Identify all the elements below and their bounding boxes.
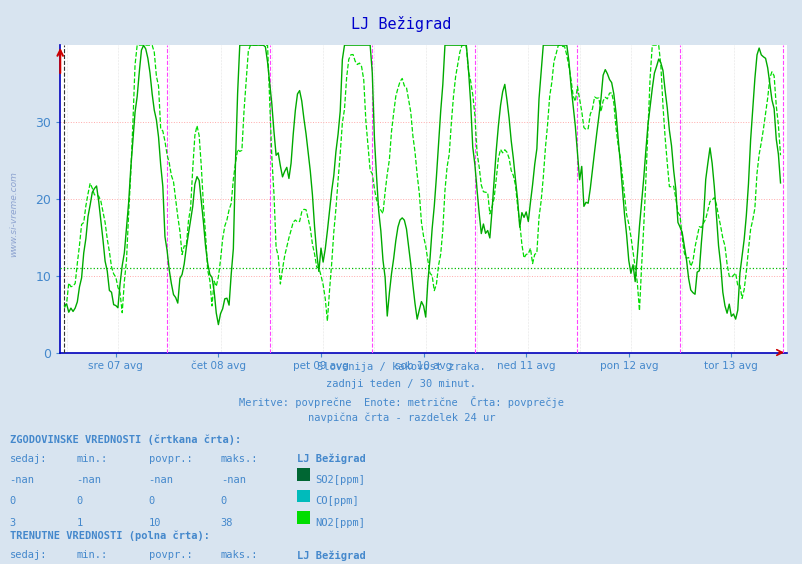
Text: 0: 0 [10,496,16,506]
Text: maks.:: maks.: [221,453,258,464]
Text: Meritve: povprečne  Enote: metrične  Črta: povprečje: Meritve: povprečne Enote: metrične Črta:… [239,396,563,408]
Text: min.:: min.: [76,550,107,560]
Text: 10: 10 [148,518,161,528]
Text: www.si-vreme.com: www.si-vreme.com [10,171,18,257]
Text: LJ Bežigrad: LJ Bežigrad [297,453,366,464]
Text: TRENUTNE VREDNOSTI (polna črta):: TRENUTNE VREDNOSTI (polna črta): [10,531,209,541]
Text: SO2[ppm]: SO2[ppm] [314,475,364,485]
Text: maks.:: maks.: [221,550,258,560]
Text: Slovenija / kakovost zraka.: Slovenija / kakovost zraka. [317,362,485,372]
Text: -nan: -nan [221,475,245,485]
Text: CO[ppm]: CO[ppm] [314,496,358,506]
Text: NO2[ppm]: NO2[ppm] [314,518,364,528]
Text: povpr.:: povpr.: [148,550,192,560]
Text: 3: 3 [10,518,16,528]
Text: ZGODOVINSKE VREDNOSTI (črtkana črta):: ZGODOVINSKE VREDNOSTI (črtkana črta): [10,434,241,445]
Text: sedaj:: sedaj: [10,550,47,560]
Text: 0: 0 [76,496,83,506]
Text: LJ Bežigrad: LJ Bežigrad [351,16,451,32]
Text: 0: 0 [148,496,155,506]
Text: -nan: -nan [148,475,173,485]
Text: 1: 1 [76,518,83,528]
Text: -nan: -nan [10,475,34,485]
Text: povpr.:: povpr.: [148,453,192,464]
Text: zadnji teden / 30 minut.: zadnji teden / 30 minut. [326,379,476,389]
Text: navpična črta - razdelek 24 ur: navpična črta - razdelek 24 ur [307,413,495,424]
Text: 38: 38 [221,518,233,528]
Text: sedaj:: sedaj: [10,453,47,464]
Text: LJ Bežigrad: LJ Bežigrad [297,550,366,561]
Text: 0: 0 [221,496,227,506]
Text: -nan: -nan [76,475,101,485]
Text: min.:: min.: [76,453,107,464]
